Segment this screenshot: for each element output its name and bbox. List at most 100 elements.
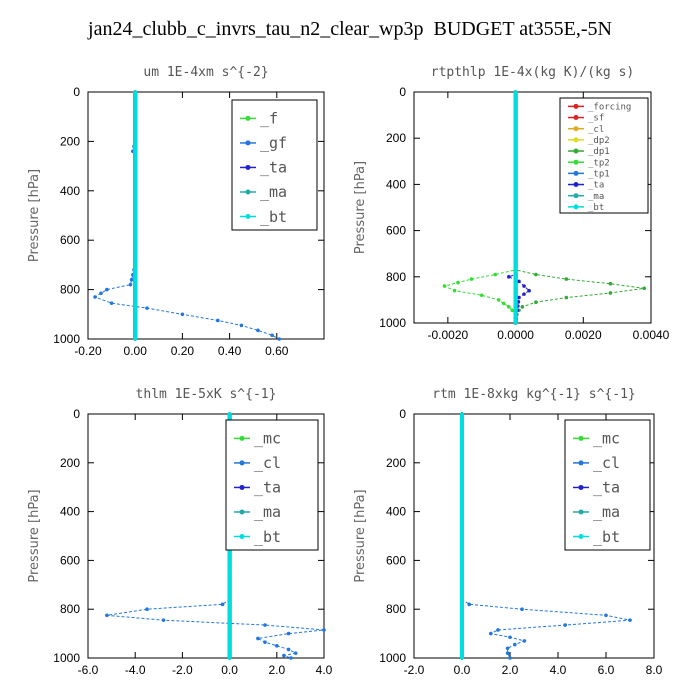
- series-marker: [460, 568, 464, 572]
- series-marker: [513, 265, 518, 270]
- x-tick-label: 0.0040: [633, 328, 670, 342]
- series-marker: [263, 623, 267, 627]
- series-marker: [513, 113, 518, 117]
- legend-marker: [573, 170, 579, 176]
- series-marker: [133, 263, 137, 267]
- series-marker: [270, 333, 274, 338]
- series-marker: [513, 228, 518, 233]
- series-marker: [133, 105, 137, 109]
- x-tick-label: 4.0: [550, 663, 567, 677]
- y-tick-label: 0: [399, 85, 406, 99]
- legend-entry: _tp2: [588, 158, 610, 168]
- series-marker: [513, 182, 518, 187]
- y-tick-label: 400: [386, 177, 406, 191]
- series-marker: [563, 623, 567, 627]
- series-marker: [460, 421, 464, 426]
- series-marker: [133, 90, 137, 94]
- legend-entry: _f: [260, 110, 278, 128]
- y-tick-label: 1000: [53, 332, 80, 346]
- plot-frame: [87, 91, 325, 340]
- y-tick-label: 800: [60, 602, 80, 616]
- series-marker: [513, 298, 518, 302]
- series-marker: [489, 631, 493, 636]
- series-marker: [227, 412, 232, 416]
- series-marker: [460, 461, 464, 465]
- y-tick-label: 400: [60, 505, 80, 519]
- series-marker: [513, 159, 518, 164]
- series-marker: [460, 485, 464, 490]
- series-marker: [513, 154, 518, 159]
- series-marker: [133, 327, 137, 331]
- series-marker: [479, 293, 484, 298]
- series-marker: [161, 618, 166, 622]
- series-marker: [220, 602, 225, 607]
- series-marker: [133, 332, 137, 336]
- series-marker: [460, 495, 464, 499]
- x-tick-label: 8.0: [646, 663, 663, 677]
- legend-entry: _cl: [588, 125, 604, 135]
- series-marker: [282, 653, 286, 658]
- series-marker: [256, 636, 260, 641]
- series-marker: [460, 509, 464, 514]
- series-marker: [460, 592, 464, 597]
- series-marker: [513, 210, 518, 214]
- series-marker: [513, 311, 518, 316]
- legend-marker: [245, 140, 251, 146]
- series-marker: [460, 490, 464, 494]
- series-marker: [513, 270, 518, 274]
- series-marker: [522, 292, 526, 296]
- x-tick-label: -0.0020: [428, 328, 469, 342]
- legend-entry: _dp2: [588, 136, 610, 146]
- panel-title: thlm 1E-5xK s^{-1}: [136, 387, 277, 402]
- series-marker: [460, 597, 464, 602]
- series-marker: [513, 177, 518, 182]
- series-marker: [460, 602, 464, 607]
- y-tick-label: 1000: [379, 651, 406, 665]
- series-marker: [460, 465, 464, 470]
- legend-marker: [578, 484, 584, 490]
- series-marker: [227, 651, 232, 655]
- series-marker: [133, 337, 137, 341]
- legend-entry: _cl: [593, 454, 620, 472]
- series-marker: [133, 282, 137, 287]
- series-marker: [460, 543, 464, 548]
- series-marker: [227, 568, 232, 572]
- x-tick-label: -2.0: [172, 663, 193, 677]
- plot-frame: [413, 91, 652, 324]
- series-marker: [133, 189, 137, 193]
- series-marker: [133, 322, 137, 326]
- y-tick-label: 0: [73, 407, 80, 421]
- series-marker: [460, 607, 464, 611]
- series-marker: [642, 286, 647, 291]
- series-marker: [133, 297, 137, 302]
- legend-marker: [578, 460, 584, 466]
- series-marker: [505, 651, 510, 655]
- series-marker: [133, 307, 137, 312]
- series-marker: [520, 305, 525, 309]
- series-marker: [460, 578, 464, 582]
- series-marker: [460, 573, 464, 577]
- series-marker: [507, 275, 511, 279]
- series-marker: [133, 174, 137, 178]
- legend-entry: _bt: [254, 528, 281, 546]
- legend-entry: _ta: [254, 479, 281, 497]
- series-marker: [133, 302, 137, 307]
- y-tick-label: 200: [386, 131, 406, 145]
- series-marker: [256, 328, 260, 333]
- series-line: [507, 92, 530, 324]
- series-marker: [133, 203, 137, 208]
- series-marker: [467, 602, 472, 607]
- series-line: [515, 92, 645, 323]
- series-marker: [133, 317, 137, 322]
- series-marker: [133, 272, 137, 277]
- series-marker: [513, 302, 518, 307]
- panel-title: rtm 1E-8xkg kg^{-1} s^{-1}: [432, 387, 636, 402]
- y-tick-label: 400: [60, 184, 80, 198]
- series-marker: [496, 628, 500, 632]
- legend-marker: [573, 115, 579, 121]
- legend-marker: [245, 164, 251, 170]
- series-marker: [133, 184, 137, 188]
- legend-marker: [573, 159, 579, 165]
- series-marker: [145, 306, 149, 310]
- series-marker: [513, 214, 518, 219]
